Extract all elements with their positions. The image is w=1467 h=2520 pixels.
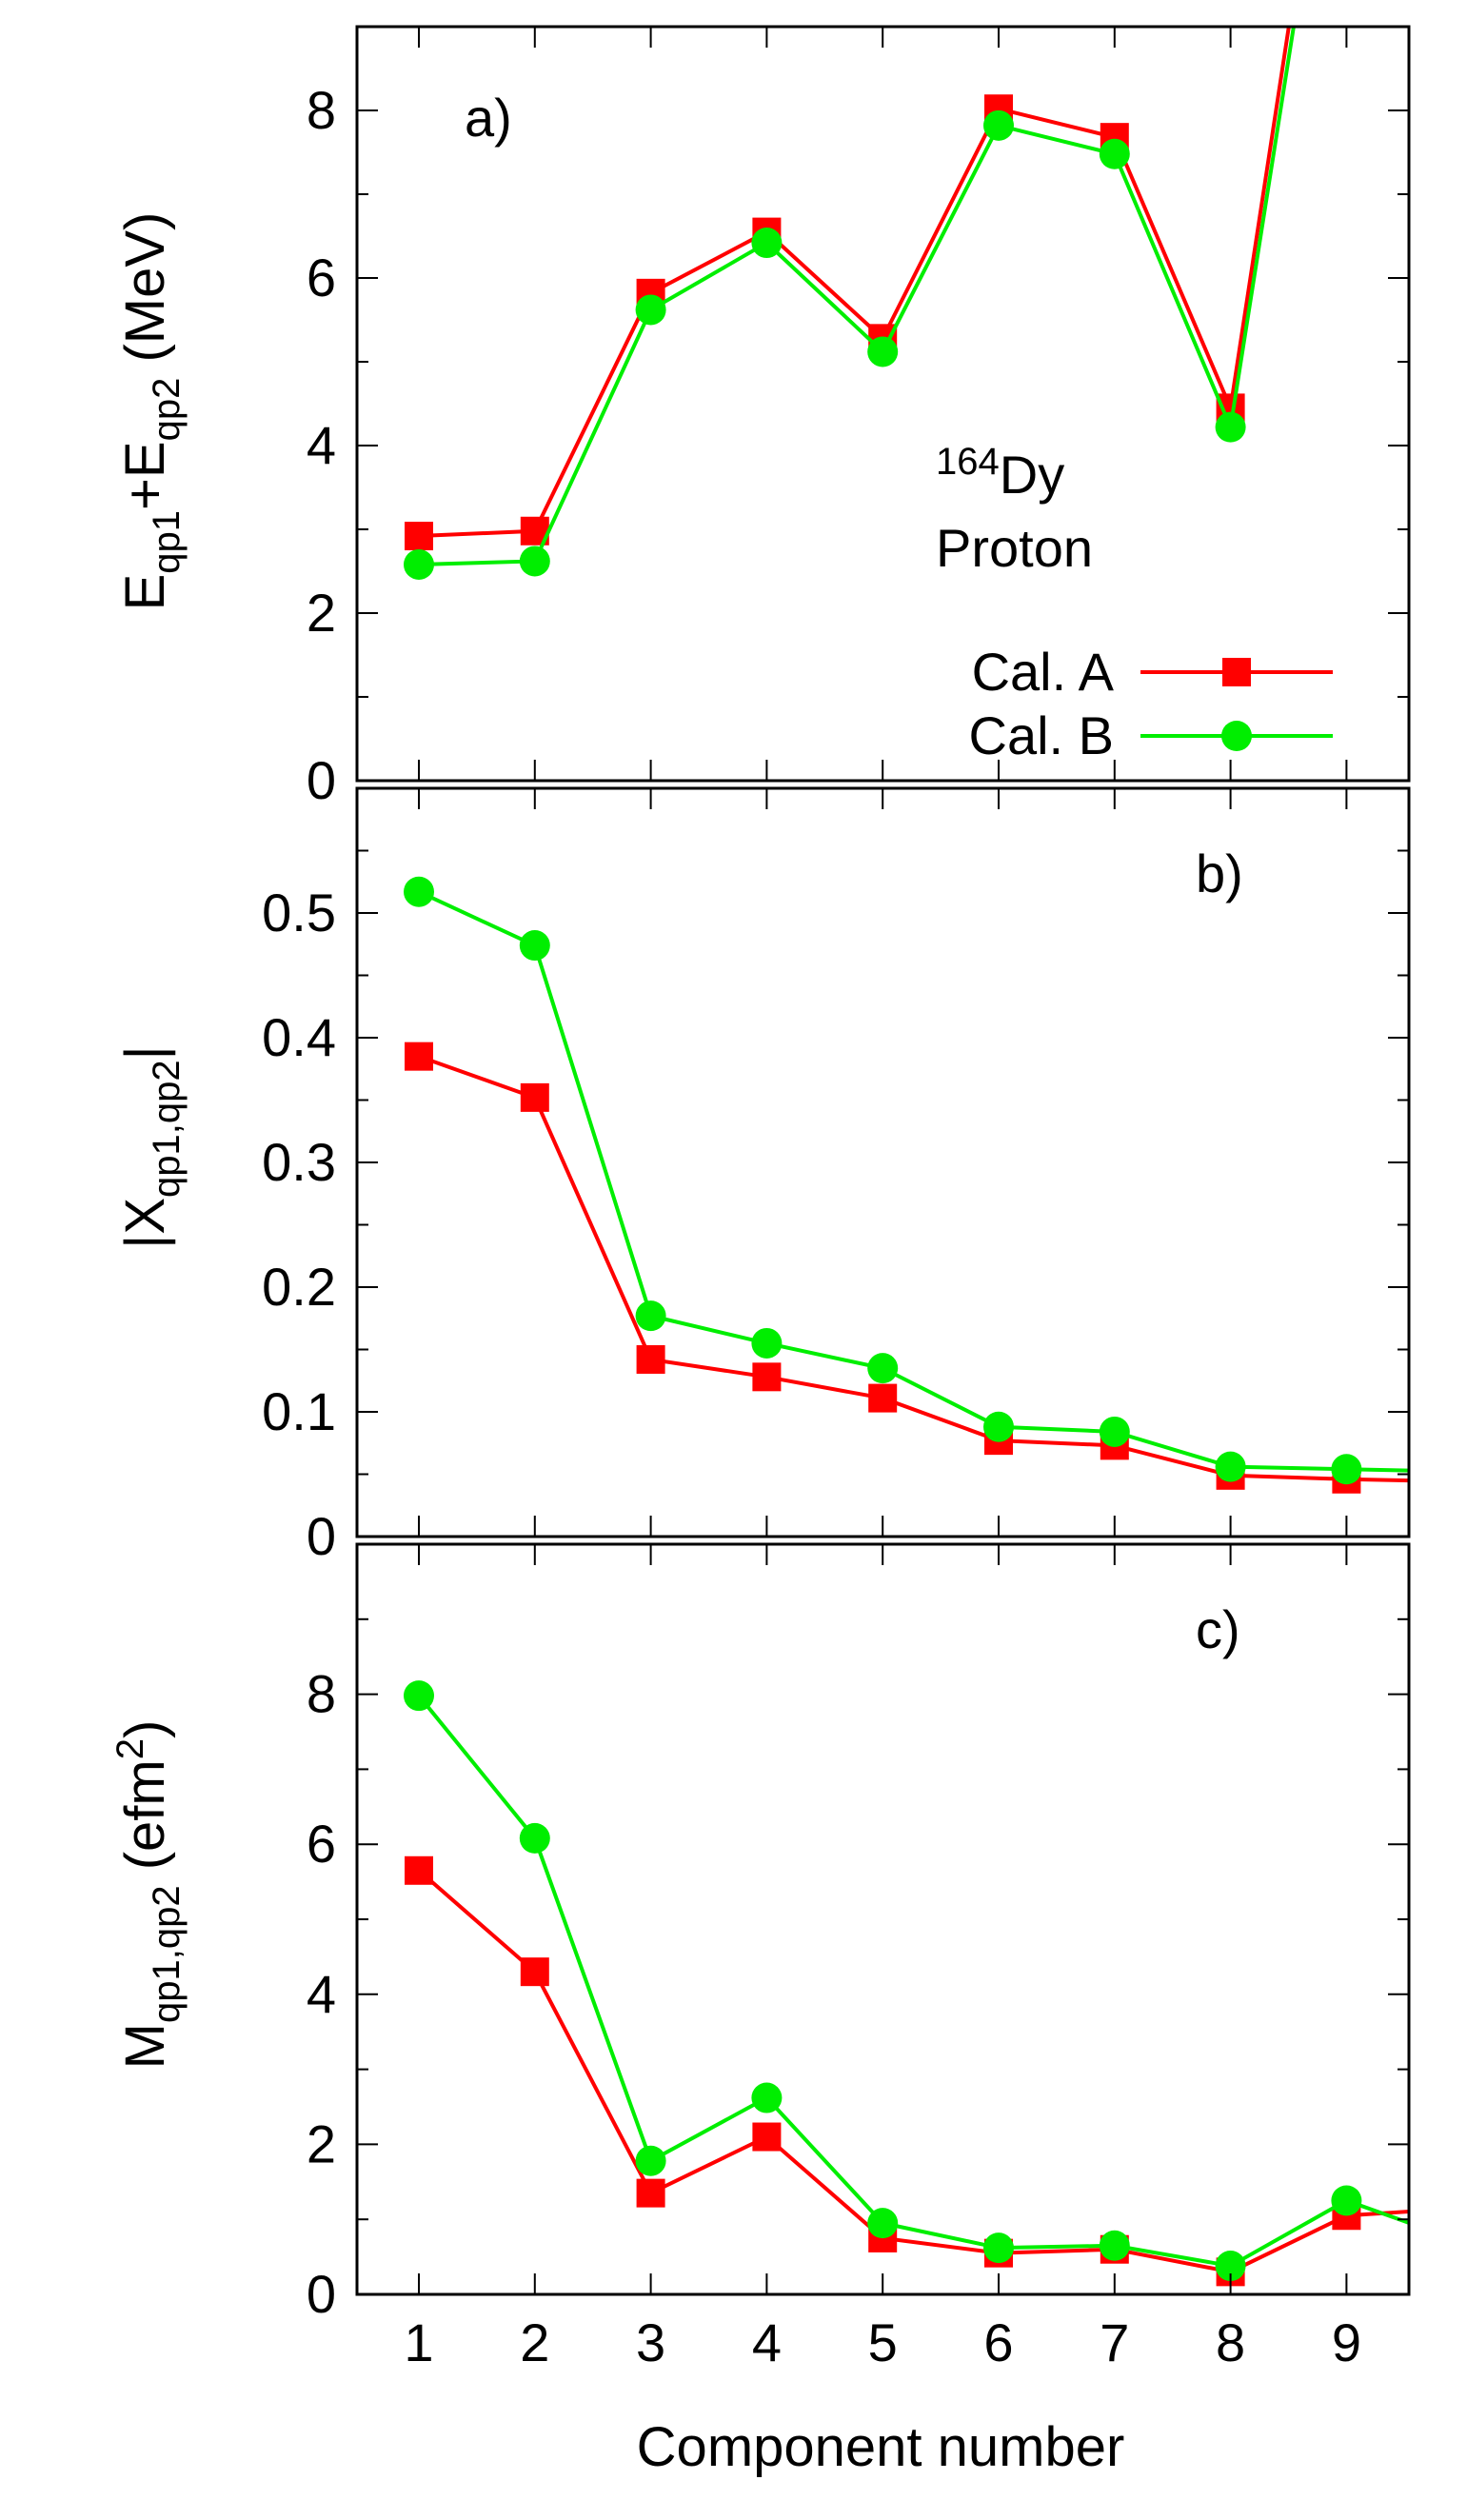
series-line-cal-a [418, 27, 1291, 539]
y-tick-label: 0 [307, 750, 336, 810]
panel-label-a: a) [465, 88, 512, 148]
data-point-cal-a [636, 1344, 665, 1374]
x-tick-label: 8 [1216, 2312, 1245, 2372]
x-axis-title: Component number [637, 2416, 1125, 2478]
panel-c: 0 2 4 6 8 c) Mqp1,qp2 (efm2) 1 2 3 4 5 6 7 8 9 Compo… [109, 1542, 1411, 2478]
data-point-cal-b [404, 1680, 434, 1712]
data-point-cal-b [1215, 2251, 1246, 2282]
series-line-cal-b [418, 889, 1409, 1473]
y-tick-label: 0.5 [262, 883, 336, 943]
y-tick-label: 4 [307, 415, 336, 475]
data-point-cal-b [1099, 2230, 1130, 2261]
data-point-cal-b [1331, 2185, 1362, 2216]
plot-frame-b [355, 786, 1411, 1538]
y-tick-label: 8 [307, 1664, 336, 1724]
x-tick-label: 9 [1332, 2312, 1361, 2372]
series-line-cal-b [418, 27, 1296, 566]
y-axis-title-a: Eqp1+Eqp2 (MeV) [114, 212, 188, 611]
x-tick-label: 7 [1100, 2312, 1129, 2372]
panel-label-c: c) [1196, 1599, 1240, 1659]
x-tick-label: 6 [983, 2312, 1013, 2372]
x-tick-label: 1 [404, 2312, 433, 2372]
y-axis-title-c: Mqp1,qp2 (efm2) [109, 1720, 188, 2070]
particle-kind: Proton [936, 518, 1093, 578]
data-point-cal-a [752, 1362, 782, 1392]
data-point-cal-b [867, 2208, 899, 2239]
panel-a: 0 2 4 6 8 a) 164Dy Proton Cal. A Cal. B Eqp1… [114, 25, 1411, 810]
legend: Cal. A Cal. B [969, 642, 1333, 765]
mass-number: 164 [936, 441, 1000, 483]
y-tick-label: 8 [307, 80, 336, 140]
y-tick-label: 6 [307, 1814, 336, 1874]
data-point-cal-b [635, 294, 666, 326]
panel-label-b: b) [1196, 843, 1243, 903]
data-point-cal-b [635, 2145, 666, 2176]
series-line-cal-a [417, 1869, 1409, 2274]
y-tick-label: 6 [307, 248, 336, 308]
nucleus-annotation: 164Dy Proton [936, 441, 1093, 578]
series-line-cal-b [417, 1694, 1409, 2269]
legend-label-cal-a: Cal. A [972, 642, 1115, 702]
data-point-cal-a [405, 522, 433, 551]
legend-marker-cal-b [1221, 721, 1252, 751]
panel-b: 0 0.1 0.2 0.3 0.4 0.5 b) |Xqp1,qp2| [114, 786, 1411, 1566]
data-point-cal-a [405, 1855, 433, 1885]
data-point-cal-a [520, 1957, 549, 1987]
data-point-cal-a [636, 2178, 665, 2208]
data-point-cal-b [867, 336, 899, 367]
data-point-cal-b [983, 2232, 1014, 2264]
data-point-cal-b [1331, 1454, 1362, 1485]
data-point-cal-a [752, 2122, 782, 2152]
legend-label-cal-b: Cal. B [969, 705, 1115, 765]
data-point-cal-b [1099, 138, 1130, 169]
y-tick-label: 2 [307, 583, 336, 643]
data-point-cal-b [404, 876, 434, 907]
data-point-cal-b [519, 930, 550, 962]
y-tick-label: 0.4 [262, 1007, 336, 1067]
data-point-cal-b [404, 548, 434, 580]
x-tick-label: 2 [520, 2312, 549, 2372]
data-point-cal-b [983, 109, 1014, 141]
x-tick-label: 3 [636, 2312, 665, 2372]
data-point-cal-b [1099, 1416, 1130, 1447]
data-point-cal-b [519, 546, 550, 577]
svg-text:164Dy: 164Dy [936, 441, 1064, 505]
data-point-cal-a [868, 1383, 898, 1413]
x-tick-label: 4 [752, 2312, 782, 2372]
legend-marker-cal-a [1222, 658, 1251, 686]
x-tick-label: 5 [868, 2312, 898, 2372]
element-symbol: Dy [1000, 445, 1064, 505]
data-point-cal-b [751, 2082, 783, 2113]
y-tick-label: 0.2 [262, 1257, 336, 1317]
plot-frame-a [355, 25, 1411, 783]
data-point-cal-b [751, 228, 783, 259]
y-tick-label: 2 [307, 2113, 336, 2173]
data-point-cal-b [635, 1300, 666, 1332]
y-tick-label: 0 [307, 2264, 336, 2324]
plot-frame-c [355, 1542, 1411, 2296]
y-tick-label: 0.1 [262, 1381, 336, 1441]
y-tick-label: 0.3 [262, 1132, 336, 1192]
data-point-cal-b [751, 1327, 783, 1359]
data-point-cal-b [983, 1411, 1014, 1442]
series-line-cal-a [418, 1054, 1409, 1483]
data-point-cal-b [519, 1822, 550, 1854]
data-point-cal-a [520, 1082, 549, 1112]
y-axis-title-b: |Xqp1,qp2| [114, 1045, 188, 1248]
data-point-cal-b [1215, 1451, 1246, 1482]
data-point-cal-b [1215, 411, 1246, 443]
data-point-cal-b [867, 1353, 899, 1384]
y-tick-label: 4 [307, 1964, 336, 2024]
data-point-cal-a [405, 1042, 433, 1071]
y-tick-label: 0 [307, 1506, 336, 1566]
